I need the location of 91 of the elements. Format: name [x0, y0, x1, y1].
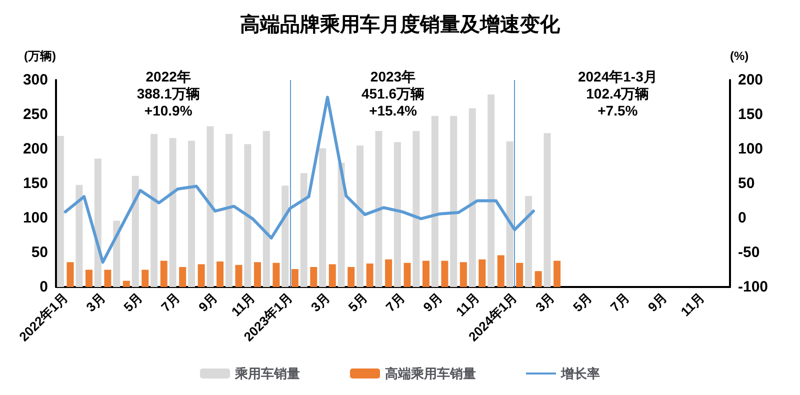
bar	[160, 260, 168, 287]
bar	[506, 141, 514, 287]
x-tick-label: 9月	[420, 290, 446, 315]
y2-tick-label: -50	[738, 244, 760, 261]
bar	[554, 260, 561, 287]
bar	[142, 270, 149, 287]
x-tick-label: 7月	[158, 290, 183, 315]
legend-label: 增长率	[560, 366, 600, 381]
y2-tick-label: 0	[738, 210, 746, 226]
y-tick-label: 50	[31, 244, 48, 261]
x-tick-label: 5月	[345, 290, 370, 315]
bar	[179, 266, 186, 287]
y2-tick-label: -100	[738, 278, 768, 296]
x-tick-label: 3月	[532, 290, 558, 315]
y-axis-title: (万辆)	[24, 49, 56, 63]
bar	[394, 142, 401, 287]
bar	[291, 269, 298, 287]
x-tick-label: 3月	[308, 290, 333, 315]
bar	[488, 94, 495, 287]
bar	[460, 262, 467, 287]
bar	[348, 266, 355, 287]
bar	[328, 264, 336, 287]
x-tick-label: 7月	[607, 290, 632, 315]
x-tick-label: 11月	[453, 290, 483, 320]
bar	[422, 260, 430, 287]
bar	[385, 259, 392, 287]
bar	[468, 108, 476, 287]
chart-title: 高端品牌乘用车月度销量及增速变化	[240, 13, 561, 36]
bar	[497, 255, 504, 287]
x-tick-label: 9月	[196, 290, 220, 315]
bar	[544, 133, 551, 287]
x-tick-label: 7月	[382, 290, 408, 315]
bar	[262, 131, 270, 287]
y-tick-label: 250	[22, 106, 48, 123]
annotation: 2022年 388.1万辆 +10.9%	[136, 68, 200, 118]
bar	[431, 116, 438, 287]
x-tick-label: 11月	[678, 290, 708, 320]
bar	[375, 131, 382, 287]
bar	[478, 259, 486, 287]
x-tick-label: 11月	[228, 290, 258, 320]
bar	[319, 148, 326, 287]
bar	[56, 136, 64, 287]
bar	[356, 146, 364, 287]
y2-axis-title: (%)	[730, 49, 749, 63]
bar	[198, 264, 205, 287]
bar	[104, 270, 112, 287]
bar	[235, 264, 242, 287]
y-tick-label: 200	[22, 140, 48, 158]
bar	[404, 262, 411, 287]
bar	[516, 262, 524, 287]
bar	[206, 126, 214, 287]
bar	[366, 264, 374, 287]
bar	[338, 162, 345, 287]
legend-label: 乘用车销量	[234, 366, 300, 381]
x-tick-label: 3月	[83, 290, 108, 315]
bar	[169, 138, 176, 287]
bar	[254, 262, 261, 287]
bar	[66, 262, 74, 287]
y-tick-label: 150	[22, 175, 48, 192]
bar	[122, 280, 130, 287]
bar	[525, 196, 532, 287]
y-tick-label: 0	[40, 278, 48, 296]
bar	[94, 158, 102, 287]
bar	[412, 131, 420, 287]
legend-label: 高端乘用车销量	[385, 366, 476, 381]
bar	[282, 186, 289, 287]
y-tick-label: 300	[22, 72, 48, 88]
bar	[188, 140, 196, 287]
bar	[450, 116, 458, 287]
y2-tick-label: 100	[738, 140, 764, 158]
bar	[310, 266, 318, 287]
annotation: 2023年 451.6万辆 +15.4%	[361, 68, 425, 118]
bar	[76, 184, 83, 287]
bar	[441, 260, 448, 287]
bar	[272, 262, 280, 287]
bar	[225, 134, 232, 287]
bar	[85, 270, 92, 287]
y2-tick-label: 200	[738, 72, 764, 88]
bar	[534, 271, 542, 287]
x-tick-label: 5月	[120, 290, 146, 315]
y-tick-label: 100	[22, 210, 48, 226]
bar	[150, 134, 158, 287]
annotation: 2024年1-3月 102.4万辆 +7.5%	[578, 68, 658, 118]
x-tick-label: 9月	[644, 290, 670, 315]
bar	[244, 144, 252, 287]
bar	[300, 173, 308, 287]
y2-tick-label: 150	[738, 106, 764, 123]
x-tick-label: 5月	[570, 290, 595, 315]
bar	[132, 176, 139, 287]
y2-tick-label: 50	[738, 175, 755, 192]
bar	[216, 261, 224, 287]
